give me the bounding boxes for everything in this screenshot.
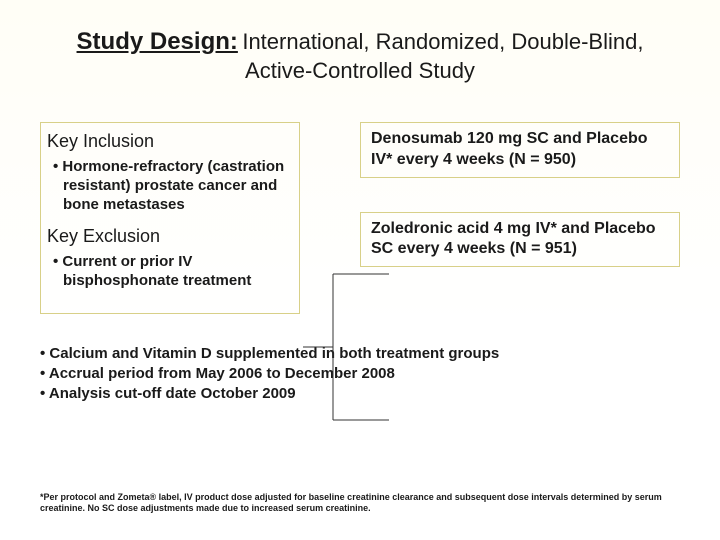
title-subtitle-line2: Active-Controlled Study: [40, 58, 680, 84]
note-item: Accrual period from May 2006 to December…: [40, 364, 680, 384]
inclusion-heading: Key Inclusion: [47, 131, 289, 152]
treatment-arm-2: Zoledronic acid 4 mg IV* and Placebo SC …: [360, 212, 680, 268]
title-subtitle-inline: International, Randomized, Double-Blind,: [242, 29, 643, 54]
exclusion-heading: Key Exclusion: [47, 226, 289, 247]
title-main: Study Design:: [77, 28, 238, 55]
footnote: *Per protocol and Zometa® label, IV prod…: [40, 492, 680, 515]
note-item: Calcium and Vitamin D supplemented in bo…: [40, 344, 680, 364]
note-item: Analysis cut-off date October 2009: [40, 384, 680, 404]
exclusion-item: Current or prior IV bisphosphonate treat…: [47, 253, 289, 291]
inclusion-item: Hormone-refractory (castration resistant…: [47, 158, 289, 214]
treatment-arm-1: Denosumab 120 mg SC and Placebo IV* ever…: [360, 122, 680, 178]
title-block: Study Design: International, Randomized,…: [40, 28, 680, 84]
study-notes: Calcium and Vitamin D supplemented in bo…: [40, 344, 680, 405]
content-row: Key Inclusion Hormone-refractory (castra…: [40, 122, 680, 314]
arms-column: Denosumab 120 mg SC and Placebo IV* ever…: [300, 122, 680, 314]
criteria-panel: Key Inclusion Hormone-refractory (castra…: [40, 122, 300, 314]
